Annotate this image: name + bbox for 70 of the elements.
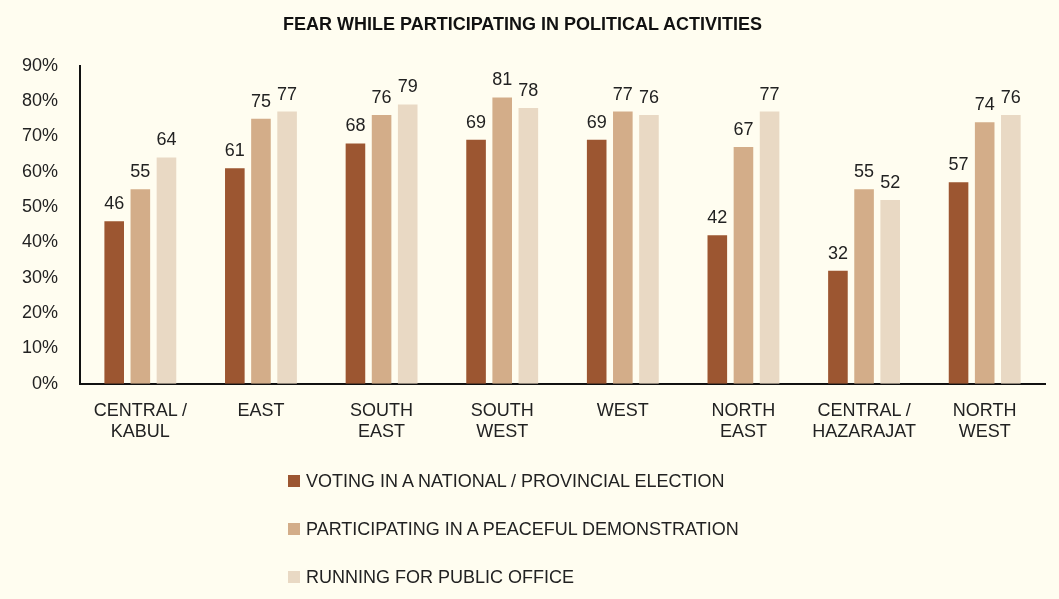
legend-label: PARTICIPATING IN A PEACEFUL DEMONSTRATION [306, 518, 739, 540]
x-tick-label: CENTRAL / HAZARAJAT [812, 399, 916, 442]
x-tick-label: CENTRAL / KABUL [93, 399, 188, 442]
bar [130, 189, 151, 384]
x-tick-label: WEST [596, 399, 649, 420]
x-tick-label: NORTH WEST [952, 399, 1017, 442]
x-tick-label: SOUTH EAST [350, 399, 414, 442]
legend-label: RUNNING FOR PUBLIC OFFICE [306, 566, 575, 588]
data-label: 32 [827, 242, 848, 263]
data-label: 68 [345, 115, 366, 136]
bar [707, 235, 728, 384]
data-label: 79 [397, 76, 418, 97]
legend-label: VOTING IN A NATIONAL / PROVINCIAL ELECTION [306, 470, 725, 492]
bar [466, 139, 486, 384]
y-tick-label: 30% [22, 266, 59, 287]
bar [518, 108, 539, 384]
bar [251, 118, 271, 384]
data-label: 76 [371, 87, 392, 108]
data-label: 64 [156, 129, 177, 150]
data-label: 74 [974, 94, 995, 115]
bar [613, 111, 633, 384]
y-tick-label: 0% [32, 372, 59, 393]
data-label: 77 [277, 83, 298, 104]
y-tick-label: 40% [22, 231, 59, 252]
bar [225, 168, 245, 384]
data-label: 78 [518, 80, 539, 100]
data-label: 69 [586, 111, 607, 132]
bar [277, 111, 297, 384]
y-tick-label: 80% [22, 89, 59, 110]
data-label: 46 [104, 193, 125, 214]
y-tick-label: 90% [22, 54, 59, 75]
y-tick-label: 50% [22, 195, 59, 216]
bar [828, 270, 848, 384]
bar [371, 115, 392, 384]
x-tick-label: SOUTH WEST [470, 399, 534, 442]
data-label: 77 [612, 83, 633, 104]
data-label: 76 [638, 87, 659, 108]
data-label: 61 [224, 140, 245, 161]
bar [759, 111, 780, 384]
bar [854, 189, 874, 384]
data-label: 76 [1000, 87, 1021, 108]
bar [345, 143, 366, 384]
data-label: 67 [733, 118, 754, 139]
data-label: 81 [492, 69, 513, 90]
x-tick-label: EAST [237, 399, 285, 420]
y-tick-label: 60% [22, 160, 59, 181]
bar [1001, 115, 1021, 384]
chart-title: FEAR WHILE PARTICIPATING IN POLITICAL ACTIVITIES [283, 13, 762, 34]
data-label: 69 [466, 111, 487, 132]
y-tick-label: 70% [22, 125, 59, 146]
bar [492, 97, 512, 384]
data-label: 55 [854, 161, 875, 182]
bar [586, 139, 607, 384]
data-label: 77 [759, 83, 780, 104]
bar [639, 115, 659, 384]
data-label: 57 [948, 154, 969, 175]
data-label: 42 [707, 207, 728, 228]
bar [104, 221, 124, 384]
y-tick-label: 10% [22, 337, 59, 358]
data-label: 75 [250, 90, 271, 111]
bar [948, 182, 969, 384]
bar [733, 146, 754, 384]
data-label: 55 [130, 161, 151, 182]
x-tick-label: NORTH EAST [711, 399, 776, 442]
bar [974, 122, 995, 384]
bar [156, 157, 177, 384]
data-label: 52 [880, 171, 901, 192]
bar [880, 199, 900, 384]
bar [397, 104, 418, 384]
y-tick-label: 20% [22, 302, 59, 323]
